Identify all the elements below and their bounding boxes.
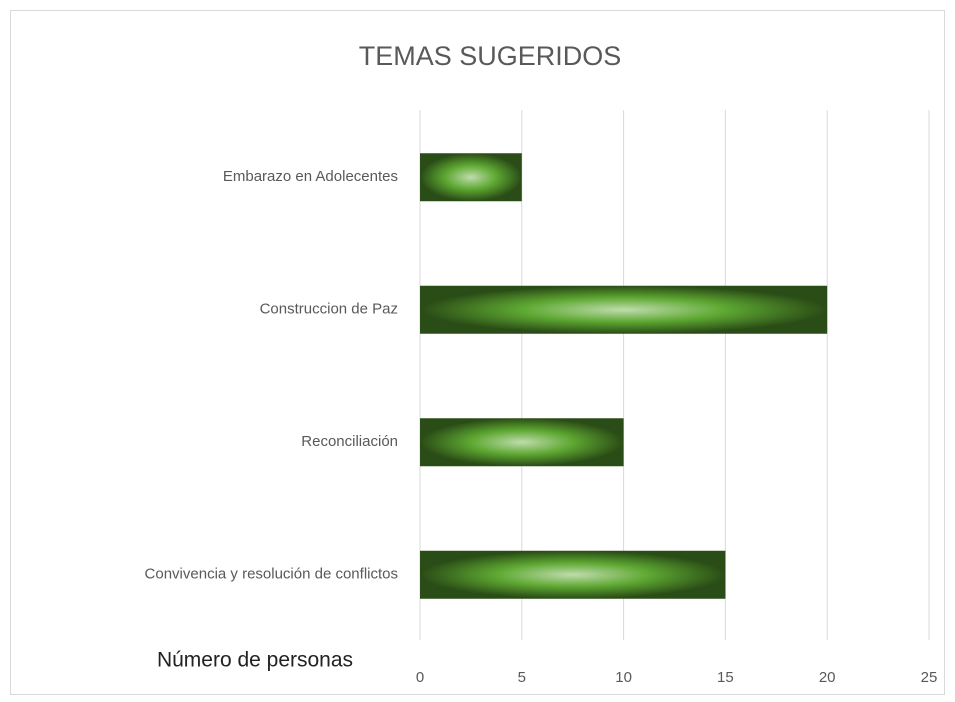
bar	[420, 418, 624, 467]
x-tick-label: 15	[717, 669, 734, 686]
y-tick-label: Embarazo en Adolecentes	[223, 168, 398, 185]
x-axis-label: Número de personas	[157, 649, 353, 672]
x-tick-label: 0	[416, 669, 424, 686]
bar	[420, 550, 726, 599]
y-tick-label: Reconciliación	[301, 433, 398, 450]
x-tick-label: 5	[518, 669, 526, 686]
y-tick-label: Convivencia y resolución de conflictos	[145, 566, 398, 583]
bar	[420, 285, 828, 334]
x-tick-label: 25	[921, 669, 938, 686]
x-tick-label: 10	[615, 669, 632, 686]
x-tick-label: 20	[819, 669, 836, 686]
bar	[420, 153, 522, 202]
chart-title: TEMAS SUGERIDOS	[359, 41, 622, 71]
y-tick-label: Construccion de Paz	[260, 301, 398, 318]
